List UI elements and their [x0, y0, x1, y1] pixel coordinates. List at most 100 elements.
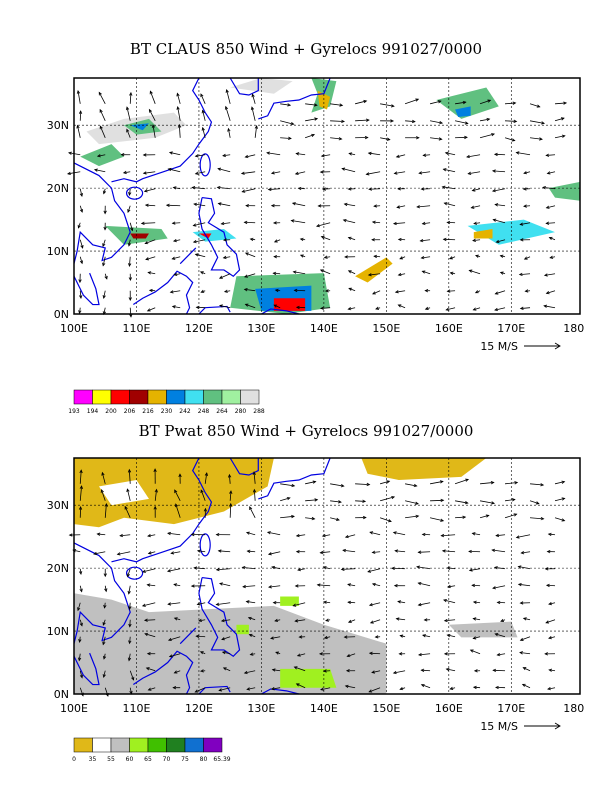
wind-vector-head [297, 568, 302, 572]
wind-vector-head [496, 652, 501, 657]
wind-vector-head [475, 254, 479, 258]
wind-vector [405, 483, 417, 487]
wind-vector [447, 567, 456, 570]
wind-vector [547, 171, 556, 174]
lat-label: 20N [47, 562, 69, 575]
wind-vector [169, 152, 181, 156]
wind-vector [102, 256, 106, 266]
colorbar-label: 230 [161, 408, 173, 415]
wind-vector [349, 153, 356, 156]
wind-vector-head [472, 685, 477, 690]
wind-vector-head [171, 256, 176, 260]
wind-vector-head [246, 549, 251, 553]
wind-vector-head [174, 489, 178, 494]
wind-vector-head [395, 154, 400, 158]
wind-vector-head [319, 269, 324, 273]
wind-vector-head [522, 617, 527, 621]
wind-vector [295, 619, 306, 622]
wind-vector-head [244, 252, 249, 256]
wind-vector [471, 205, 481, 209]
wind-vector-head [176, 105, 180, 110]
wind-vector-head [386, 137, 391, 141]
wind-vector-head [78, 506, 83, 510]
wind-vector [320, 551, 331, 554]
wind-vector-head [472, 600, 477, 604]
wind-vector [447, 634, 456, 638]
map-background [74, 78, 580, 314]
wind-vector-head [102, 641, 106, 646]
wind-vector [548, 602, 556, 605]
wind-vector-head [145, 257, 150, 261]
pwat-area [236, 624, 249, 635]
lat-label: 10N [47, 625, 69, 638]
wind-vector-head [173, 583, 178, 587]
pwat-area [448, 621, 518, 638]
wind-vector [422, 222, 431, 225]
wind-vector-head [292, 603, 297, 607]
wind-vector [147, 584, 156, 587]
wind-vector [372, 290, 381, 295]
wind-vector-head [518, 272, 523, 277]
wind-vector-head [519, 222, 524, 226]
wind-vector [395, 290, 406, 293]
wind-vector-head [130, 227, 134, 232]
wind-vector [443, 599, 456, 604]
wind-vector-head [523, 256, 528, 260]
wind-vector-head [149, 90, 153, 95]
wind-vector [305, 134, 315, 139]
wind-vector-head [124, 505, 128, 510]
wind-vector-head [221, 651, 226, 655]
wind-vector-head [243, 288, 248, 292]
wind-vector-head [250, 106, 255, 111]
wind-vector-head [294, 619, 299, 623]
wind-vector [469, 568, 481, 571]
wind-vector [524, 256, 531, 260]
wind-vector [479, 514, 489, 519]
wind-vector-head [78, 571, 83, 575]
wind-vector [520, 307, 531, 309]
wind-vector-head [270, 204, 275, 208]
wind-vector-head [100, 489, 104, 493]
colorbar-swatch [221, 389, 241, 405]
wind-vector [421, 669, 431, 672]
colorbar-label: 248 [198, 408, 210, 415]
wind-vector [202, 110, 206, 121]
wind-vector [355, 119, 369, 122]
wind-vector [330, 517, 340, 521]
wind-vector-head [311, 133, 316, 137]
wind-vector [442, 186, 456, 190]
wind-vector [380, 137, 390, 141]
wind-vector [379, 496, 395, 502]
wind-vector [172, 256, 181, 260]
wind-vector-head [101, 471, 105, 476]
wind-vector-head [229, 490, 233, 494]
wind-vector [492, 170, 506, 173]
wind-vector-head [96, 532, 101, 536]
wind-vector-head [248, 633, 253, 638]
wind-vector-head [79, 295, 83, 299]
colorbar-swatch [110, 389, 130, 405]
colorbar-swatch [166, 737, 186, 753]
wind-vector-head [323, 635, 328, 640]
wind-vector-head [290, 121, 295, 126]
wind-vector-head [243, 220, 248, 225]
wind-vector [195, 253, 206, 258]
wind-vector [496, 239, 506, 243]
wind-vector-head [346, 654, 351, 658]
wind-vector [330, 500, 342, 503]
wind-vector-head [373, 204, 377, 208]
wind-vector [418, 653, 431, 656]
wind-vector [546, 290, 556, 294]
wind-vector [317, 584, 331, 587]
wind-vector-head [486, 117, 491, 122]
wind-vector-head [144, 632, 149, 637]
wind-vector-head [79, 485, 84, 490]
wind-vector [172, 222, 181, 224]
coastline [73, 542, 131, 644]
wind-vector-head [77, 224, 81, 229]
wind-vector-head [449, 256, 453, 260]
lon-label: 130E [247, 322, 275, 335]
wind-vector-head [442, 237, 447, 242]
wind-vector [443, 168, 456, 173]
wind-vector-head [317, 204, 322, 208]
